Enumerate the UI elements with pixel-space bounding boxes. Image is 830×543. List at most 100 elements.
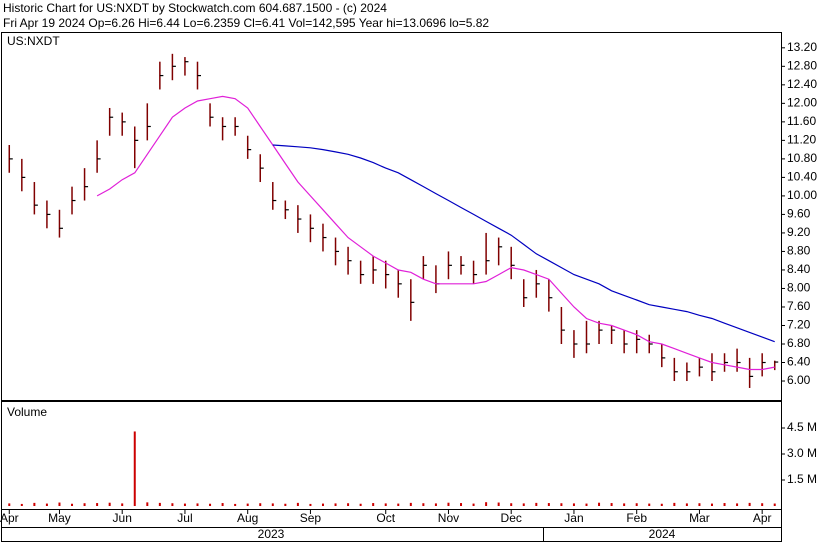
volume-bar <box>434 503 437 506</box>
x-tick-label: Oct <box>376 511 395 525</box>
volume-bar <box>698 503 701 506</box>
volume-bar <box>409 502 412 506</box>
volume-bar <box>685 503 688 506</box>
volume-bar <box>736 503 739 506</box>
volume-bar <box>58 502 61 506</box>
volume-bar <box>221 503 224 506</box>
volume-bar <box>497 502 500 506</box>
volume-bar <box>121 503 124 506</box>
date-axis <box>1 509 782 542</box>
volume-bar <box>485 502 488 506</box>
y-tick-label: 10.80 <box>787 151 817 165</box>
volume-bar <box>773 503 776 506</box>
volume-bar <box>158 502 161 506</box>
volume-tick-label: 3.0 M <box>787 446 817 460</box>
y-tick-label: 10.00 <box>787 188 817 202</box>
volume-bar <box>183 503 186 506</box>
volume-bar <box>460 503 463 506</box>
y-tick-label: 12.80 <box>787 58 817 72</box>
volume-bar <box>171 503 174 506</box>
volume-bar <box>246 503 249 506</box>
volume-bar <box>309 503 312 506</box>
volume-bar <box>209 503 212 506</box>
moving-average <box>96 95 775 371</box>
volume-bar <box>259 503 262 506</box>
volume-bar <box>133 431 136 506</box>
y-tick-label: 8.00 <box>787 281 811 295</box>
volume-bar <box>146 502 149 506</box>
y-tick-label: 11.60 <box>787 114 816 128</box>
volume-bar <box>447 502 450 506</box>
x-tick-label: Jan <box>564 511 583 525</box>
y-tick-label: 8.40 <box>787 262 811 276</box>
price-panel <box>1 32 782 401</box>
volume-bar <box>623 503 626 506</box>
volume-bar <box>196 503 199 506</box>
x-tick-label: Sep <box>300 511 322 525</box>
y-tick-label: 9.20 <box>787 225 811 239</box>
volume-bar <box>572 503 575 506</box>
volume-bar <box>422 503 425 506</box>
volume-bar <box>598 502 601 506</box>
volume-bar <box>284 503 287 506</box>
x-tick-label: Jul <box>177 511 192 525</box>
volume-bar <box>8 503 11 506</box>
volume-bar <box>510 503 513 506</box>
volume-bar <box>321 503 324 506</box>
y-tick-label: 6.00 <box>787 373 811 387</box>
y-tick-label: 10.40 <box>787 170 817 184</box>
volume-label: Volume <box>7 405 47 419</box>
volume-bar <box>660 503 663 506</box>
y-tick-label: 12.40 <box>787 77 817 91</box>
volume-bar <box>522 503 525 506</box>
volume-bar <box>585 503 588 506</box>
y-tick-label: 9.60 <box>787 207 811 221</box>
volume-bar <box>710 503 713 506</box>
volume-tick-label: 4.5 M <box>787 420 817 434</box>
volume-bar <box>347 503 350 506</box>
volume-bar <box>271 503 274 506</box>
y-tick-label: 8.80 <box>787 244 811 258</box>
header-line: Historic Chart for US:NXDT by Stockwatch… <box>3 1 387 15</box>
volume-bar <box>334 503 337 506</box>
y-tick-label: 11.20 <box>787 133 816 147</box>
year-label: 2024 <box>649 527 676 541</box>
x-tick-label: Jun <box>113 511 132 525</box>
x-tick-label: May <box>48 511 71 525</box>
volume-bar <box>560 503 563 506</box>
y-tick-label: 7.20 <box>787 318 811 332</box>
volume-bar <box>45 503 48 506</box>
volume-bar <box>748 502 751 506</box>
volume-bar <box>83 503 86 506</box>
volume-bar <box>547 503 550 506</box>
year-label: 2023 <box>258 527 285 541</box>
x-tick-label: Aug <box>237 511 258 525</box>
volume-bar <box>673 502 676 506</box>
symbol-label: US:NXDT <box>7 34 60 48</box>
y-tick-label: 7.60 <box>787 299 811 313</box>
volume-bar <box>296 502 299 506</box>
volume-bar <box>384 503 387 506</box>
volume-bar <box>723 503 726 506</box>
volume-bar <box>359 503 362 506</box>
volume-bar <box>761 503 764 506</box>
volume-bar <box>234 503 237 506</box>
volume-bar <box>372 503 375 506</box>
volume-bar <box>635 503 638 506</box>
moving-average <box>272 144 775 343</box>
volume-bar <box>108 502 111 506</box>
x-tick-label: Feb <box>626 511 647 525</box>
volume-bar <box>96 503 99 506</box>
volume-bar <box>397 503 400 506</box>
y-tick-label: 12.00 <box>787 96 817 110</box>
x-tick-label: Apr <box>753 511 772 525</box>
volume-bar <box>472 503 475 506</box>
x-tick-label: Dec <box>501 511 522 525</box>
y-tick-label: 6.40 <box>787 355 811 369</box>
volume-bar <box>535 502 538 506</box>
x-tick-label: Nov <box>438 511 459 525</box>
volume-bar <box>33 502 36 506</box>
x-tick-label: Apr <box>0 511 19 525</box>
volume-bar <box>71 503 74 506</box>
